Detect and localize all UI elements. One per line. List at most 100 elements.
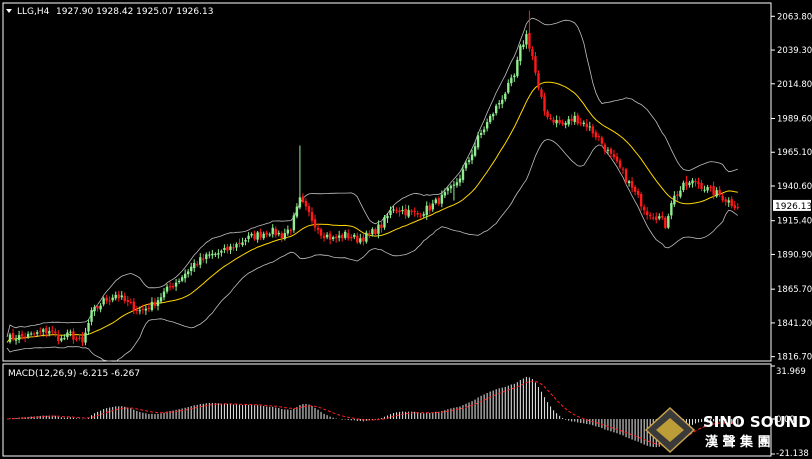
candle[interactable] (162, 288, 166, 301)
candle[interactable] (8, 332, 12, 344)
candle[interactable] (283, 228, 287, 241)
candle[interactable] (706, 184, 709, 193)
candle[interactable] (78, 333, 81, 341)
candle[interactable] (498, 100, 501, 109)
candle[interactable] (395, 207, 398, 214)
candle[interactable] (374, 227, 377, 237)
candle[interactable] (253, 230, 256, 241)
candle[interactable] (658, 213, 661, 221)
candle[interactable] (205, 252, 208, 264)
candle[interactable] (190, 262, 193, 276)
candle[interactable] (313, 214, 317, 232)
candle[interactable] (410, 209, 413, 216)
candle[interactable] (123, 292, 126, 304)
candle[interactable] (612, 149, 616, 160)
candle[interactable] (443, 188, 447, 199)
candle[interactable] (576, 112, 579, 126)
candle[interactable] (510, 74, 513, 87)
candle[interactable] (630, 177, 634, 193)
candle[interactable] (180, 275, 184, 283)
candle[interactable] (404, 204, 407, 219)
candle[interactable] (513, 73, 516, 82)
candle[interactable] (567, 115, 570, 127)
candle[interactable] (661, 211, 664, 220)
candle[interactable] (473, 141, 477, 158)
candle[interactable] (670, 200, 673, 220)
candle[interactable] (186, 268, 190, 278)
candle[interactable] (561, 119, 564, 127)
candle[interactable] (322, 232, 326, 242)
candle[interactable] (177, 278, 181, 284)
candle[interactable] (129, 298, 133, 305)
candle[interactable] (585, 118, 588, 132)
candle[interactable] (286, 225, 290, 236)
candle[interactable] (274, 226, 277, 238)
candle[interactable] (413, 207, 416, 217)
candle[interactable] (159, 293, 163, 304)
candle[interactable] (75, 336, 78, 342)
candle[interactable] (440, 190, 444, 208)
candle[interactable] (310, 207, 314, 224)
candle[interactable] (431, 199, 434, 212)
candle[interactable] (347, 229, 350, 241)
candle[interactable] (543, 92, 546, 116)
candle[interactable] (29, 331, 33, 336)
candle[interactable] (223, 244, 226, 254)
candle[interactable] (422, 211, 425, 219)
candle[interactable] (452, 181, 456, 201)
candle[interactable] (531, 46, 534, 61)
candle[interactable] (268, 232, 271, 237)
candle[interactable] (156, 296, 160, 311)
candle[interactable] (636, 188, 640, 198)
candle[interactable] (633, 185, 637, 196)
candle[interactable] (464, 160, 468, 172)
candle[interactable] (398, 207, 401, 217)
candle[interactable] (114, 291, 117, 301)
candle[interactable] (87, 319, 90, 335)
candle[interactable] (389, 206, 392, 219)
candle[interactable] (476, 132, 480, 150)
candle[interactable] (495, 103, 498, 116)
candle[interactable] (60, 335, 63, 343)
candle[interactable] (446, 186, 450, 195)
candle[interactable] (307, 203, 311, 217)
candle[interactable] (90, 307, 93, 326)
candle[interactable] (467, 157, 471, 165)
candle[interactable] (57, 330, 60, 345)
candle[interactable] (407, 205, 410, 219)
candle[interactable] (168, 281, 172, 291)
candle[interactable] (356, 232, 359, 245)
candle[interactable] (416, 210, 419, 218)
candle[interactable] (14, 334, 18, 345)
candle[interactable] (709, 185, 712, 192)
candle[interactable] (340, 233, 344, 242)
candle[interactable] (42, 327, 45, 337)
candle[interactable] (736, 203, 739, 210)
candle[interactable] (470, 149, 474, 165)
candle[interactable] (627, 179, 631, 187)
candle[interactable] (582, 120, 585, 127)
candle[interactable] (685, 175, 688, 190)
candle[interactable] (528, 10, 531, 52)
candle[interactable] (652, 213, 655, 221)
candle[interactable] (479, 129, 483, 139)
candle[interactable] (196, 261, 199, 268)
candle[interactable] (667, 213, 670, 230)
candle[interactable] (703, 185, 706, 193)
candle[interactable] (449, 184, 453, 194)
candle[interactable] (153, 297, 157, 309)
candle[interactable] (600, 135, 604, 147)
candle[interactable] (277, 230, 280, 237)
candle[interactable] (368, 230, 371, 239)
candle[interactable] (642, 204, 646, 215)
candle[interactable] (624, 167, 628, 185)
candle[interactable] (319, 227, 323, 239)
candle[interactable] (377, 220, 380, 239)
candle[interactable] (540, 87, 543, 99)
candle[interactable] (165, 283, 169, 294)
candle[interactable] (724, 196, 727, 206)
candle[interactable] (700, 179, 703, 192)
candle[interactable] (105, 294, 108, 304)
candle[interactable] (564, 120, 567, 129)
candle[interactable] (337, 230, 341, 242)
